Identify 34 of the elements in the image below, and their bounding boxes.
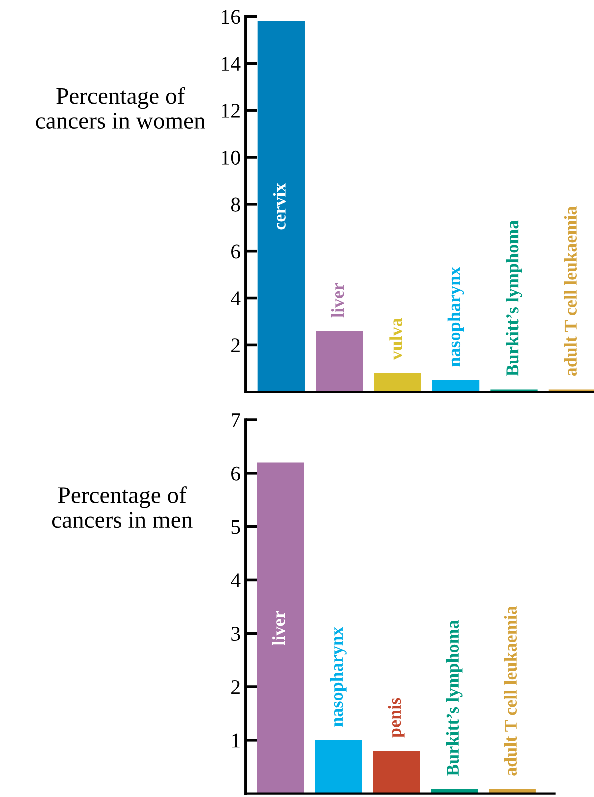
y-tick-label: 4 <box>231 574 241 588</box>
category-label: cervix <box>273 183 286 230</box>
bar <box>373 751 420 794</box>
bar <box>258 21 305 392</box>
category-label: liver <box>272 611 286 646</box>
bar <box>257 462 304 794</box>
category-label: penis <box>388 698 405 738</box>
category-label: Burkitt’s lymphoma <box>446 620 463 776</box>
y-tick-label: 2 <box>232 338 240 352</box>
y-tick-label: 8 <box>231 198 240 212</box>
y-tick-label: 14 <box>222 57 241 71</box>
y-axis-title: Percentage of cancers in women <box>36 87 206 129</box>
y-tick-label: 6 <box>232 466 240 481</box>
y-tick-label: 4 <box>231 292 241 306</box>
category-label: adult T cell leukaemia <box>504 606 518 776</box>
category-label: Burkitt’s lymphoma <box>506 220 522 376</box>
y-tick-label: 3 <box>232 627 240 642</box>
y-tick-label: 5 <box>232 520 240 534</box>
category-label: vulva <box>390 318 402 360</box>
category-label: nasopharynx <box>448 267 464 367</box>
category-label: nasopharynx <box>330 627 347 727</box>
bar <box>315 740 362 794</box>
y-tick-label: 7 <box>232 414 240 428</box>
y-axis-title: Percentage of cancers in men <box>52 486 193 528</box>
y-tick-label: 6 <box>232 244 240 259</box>
y-tick-label: 10 <box>222 150 240 165</box>
bar <box>316 331 364 392</box>
y-tick-label: 16 <box>222 10 240 24</box>
category-label: liver <box>331 283 344 318</box>
y-tick-label: 1 <box>232 734 240 748</box>
y-tick-label: 12 <box>222 104 240 118</box>
category-label: adult T cell leukaemia <box>564 206 578 376</box>
y-tick-label: 2 <box>232 680 240 694</box>
bar <box>374 373 422 392</box>
